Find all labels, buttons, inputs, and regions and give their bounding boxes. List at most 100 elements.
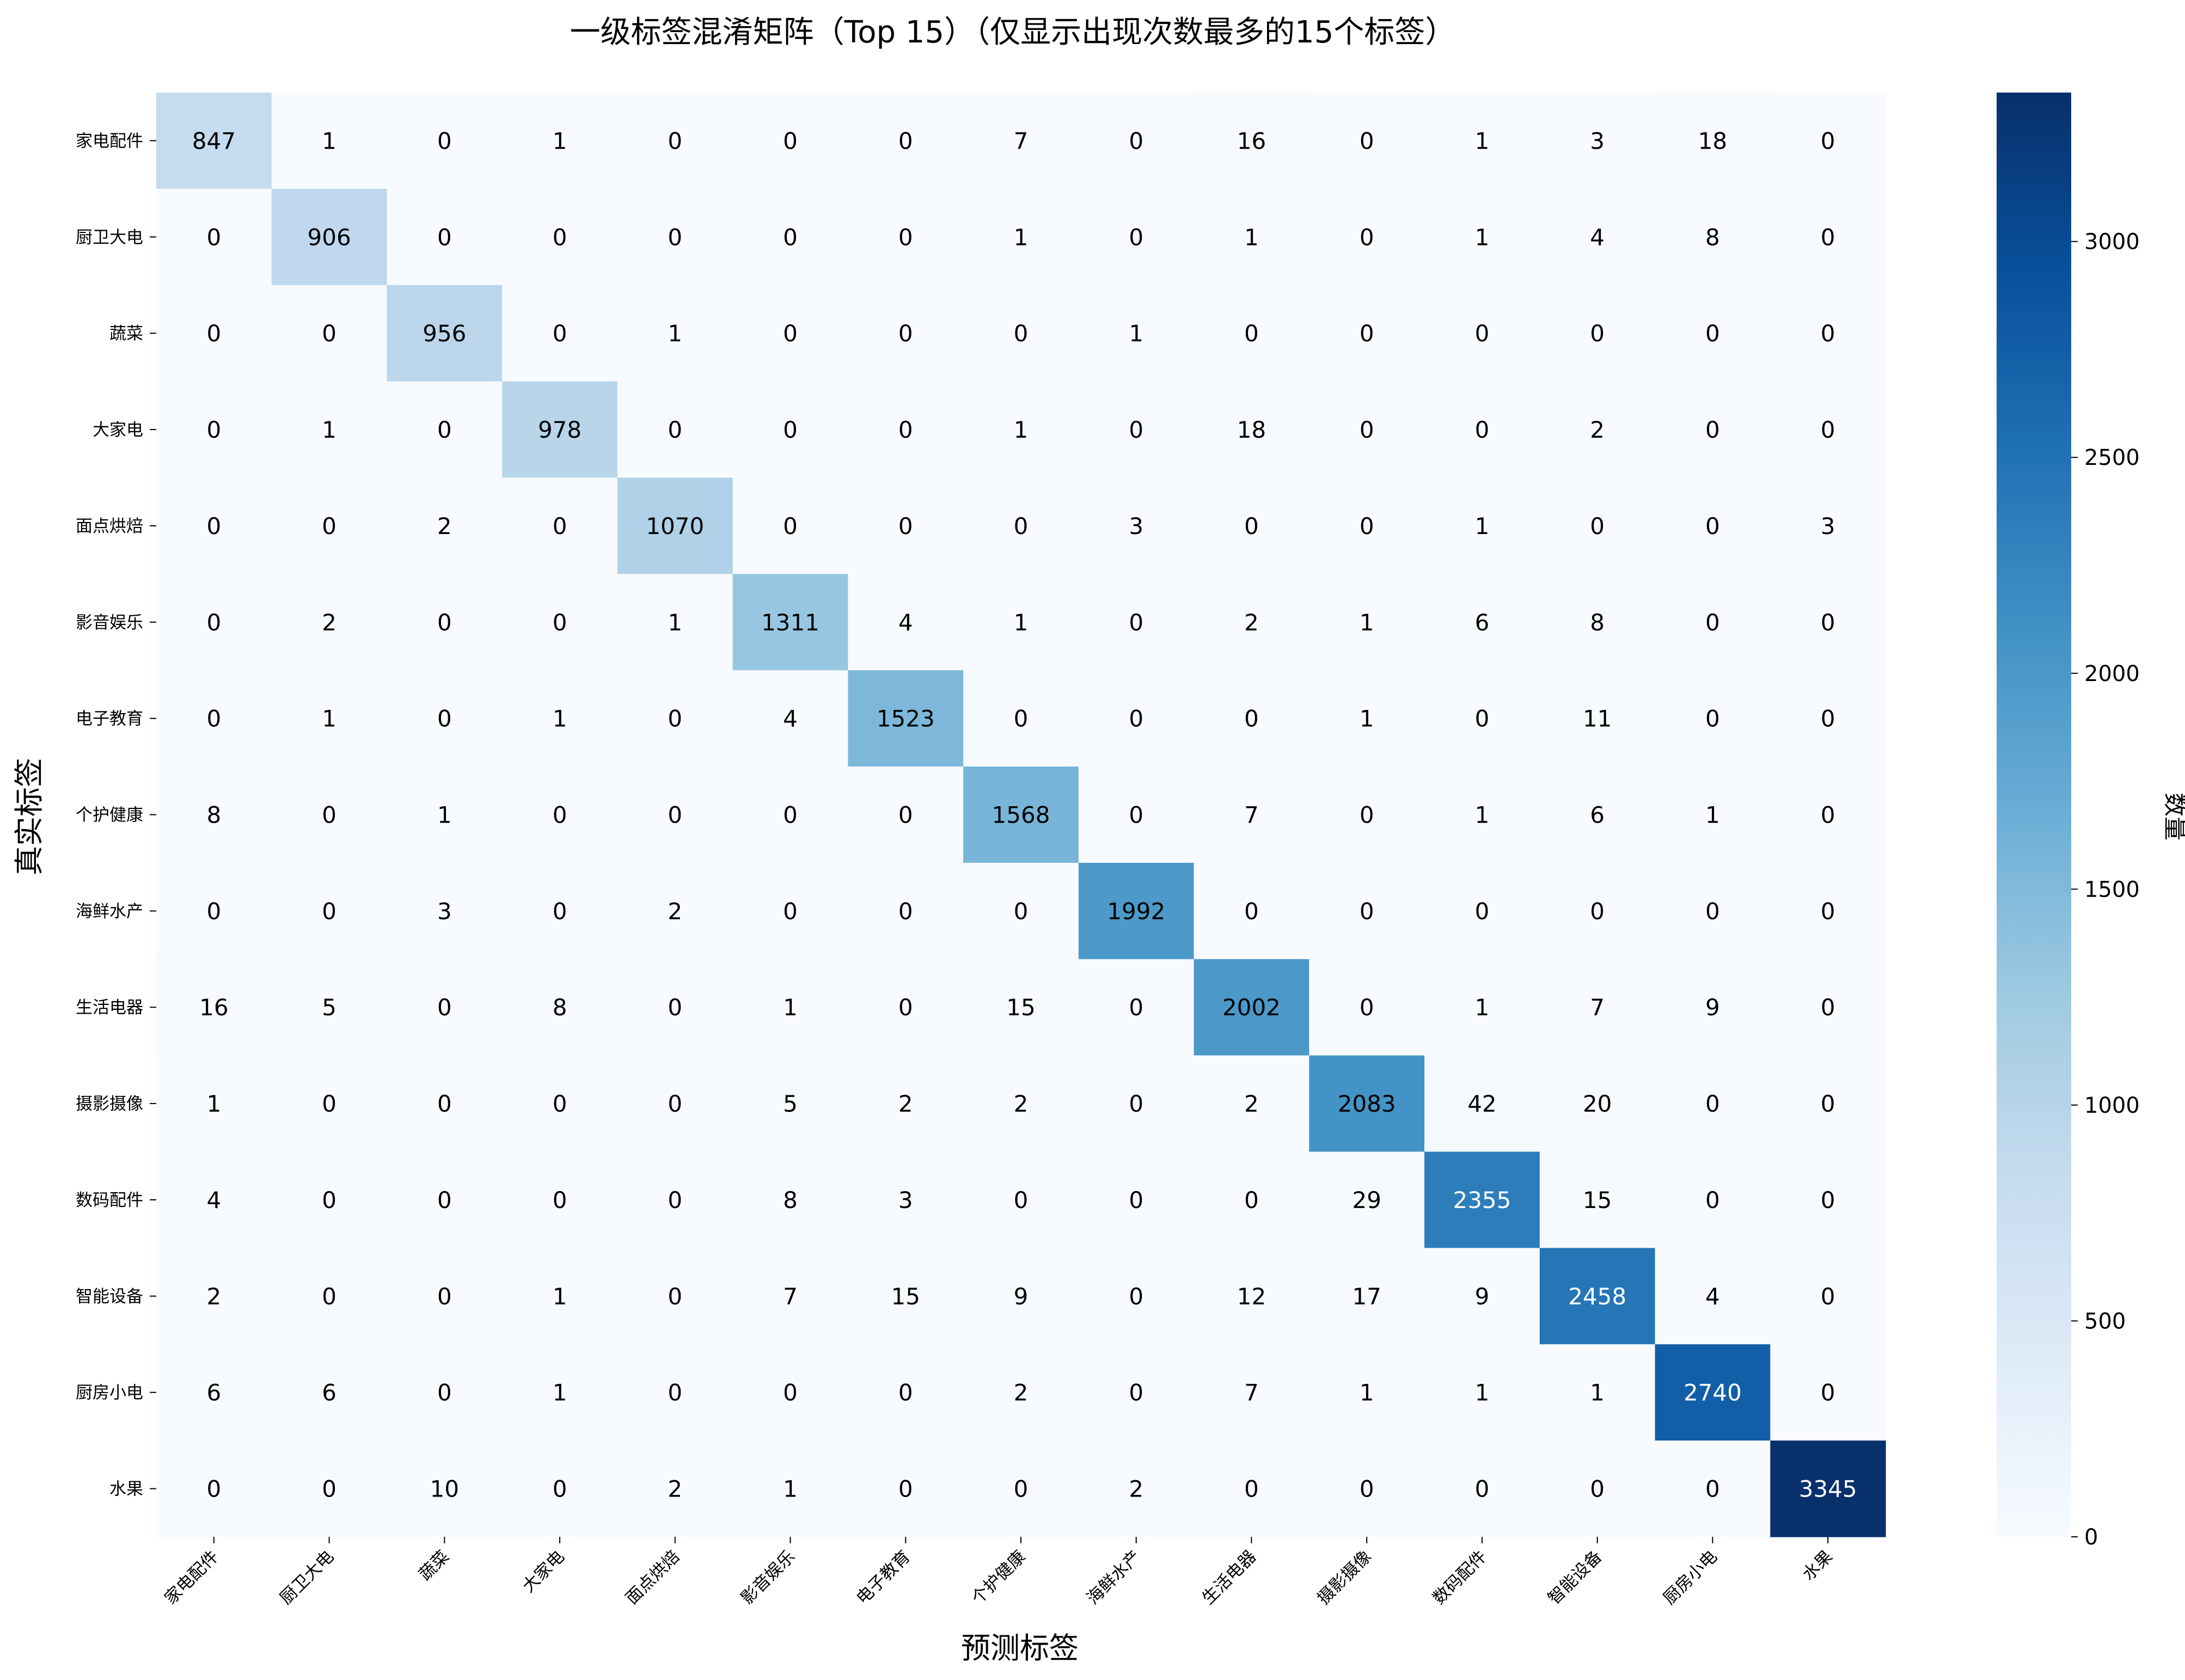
heatmap-cell (1424, 1344, 1540, 1441)
heatmap-cell (271, 188, 388, 286)
heatmap-cell (1655, 381, 1771, 479)
heatmap-cell (502, 1440, 618, 1537)
heatmap-cell (387, 862, 503, 960)
cell-value-label: 0 (1360, 416, 1374, 443)
heatmap-cell (848, 1440, 964, 1537)
y-tick-label: 智能设备 (76, 1287, 143, 1307)
cell-value-label: 5 (783, 1090, 798, 1117)
cell-value-label: 2355 (1453, 1187, 1511, 1213)
cell-value-label: 18 (1237, 416, 1266, 443)
heatmap-cell (963, 767, 1079, 863)
heatmap-cell (156, 862, 272, 960)
heatmap-cell (963, 574, 1079, 671)
cell-value-label: 2002 (1222, 994, 1281, 1021)
x-tick-labels: 家电配件 厨卫大电 蔬菜 大家电 面点烘焙 影音娱乐 电子教育 个护健康 海鲜水产 生活电器 摄影摄… (161, 1537, 1837, 1608)
heatmap-cell (1078, 285, 1195, 382)
cell-value-label: 0 (1129, 609, 1143, 636)
cell-value-label: 0 (322, 1476, 336, 1503)
cell-value-label: 0 (206, 609, 221, 636)
cell-value-label: 0 (1475, 1476, 1490, 1503)
heatmap-cell (271, 1055, 388, 1152)
cell-value-label: 42 (1467, 1090, 1496, 1117)
heatmap-cell (271, 477, 388, 574)
heatmap-cell (617, 188, 733, 286)
heatmap-cell (1194, 1344, 1309, 1441)
heatmap-cell (732, 477, 848, 574)
cell-value-label: 0 (206, 416, 221, 443)
y-tick-label: 厨卫大电 (76, 228, 143, 247)
cell-value-label: 0 (437, 609, 452, 636)
heatmap-cell (1539, 1055, 1656, 1152)
y-tick-label: 摄影摄像 (76, 1094, 143, 1114)
cell-value-label: 0 (437, 1379, 452, 1406)
cell-value-label: 1 (1129, 320, 1143, 347)
cell-value-label: 0 (1705, 513, 1720, 539)
heatmap-cell (1424, 670, 1540, 767)
cell-value-label: 0 (1360, 127, 1374, 154)
cell-value-label: 0 (553, 1476, 567, 1503)
colorbar-tick-label: 3000 (2084, 230, 2140, 255)
cell-value-label: 0 (1129, 994, 1143, 1021)
cell-value-label: 0 (322, 802, 336, 829)
cell-value-label: 0 (668, 1187, 682, 1213)
heatmap-cell (617, 1440, 733, 1537)
heatmap-cell (1194, 188, 1309, 286)
y-tick-label: 水果 (109, 1480, 143, 1499)
cell-value-label: 0 (783, 127, 798, 154)
heatmap-cell (848, 1055, 964, 1152)
cell-value-label: 0 (783, 513, 798, 539)
cell-value-label: 4 (783, 706, 798, 732)
cell-value-label: 0 (1129, 1283, 1143, 1310)
heatmap-cell (1309, 477, 1425, 574)
cell-value-label: 0 (1244, 513, 1259, 539)
heatmap-cell (1655, 862, 1771, 960)
heatmap-cell (387, 1055, 503, 1152)
heatmap-cell (1770, 1248, 1886, 1345)
heatmap-cell (387, 381, 503, 479)
cell-value-label: 1070 (646, 513, 704, 539)
cell-value-label: 0 (553, 802, 567, 829)
heatmap-cell (156, 93, 272, 189)
heatmap-cell (156, 959, 272, 1056)
cell-value-label: 0 (322, 320, 336, 347)
cell-value-label: 1 (322, 416, 336, 443)
cell-value-label: 3 (1129, 513, 1143, 539)
heatmap-cell (1770, 1151, 1886, 1248)
cell-value-label: 2 (1129, 1476, 1143, 1503)
heatmap-cell (1655, 1344, 1771, 1441)
cell-value-label: 0 (1360, 898, 1374, 924)
cell-value-label: 3 (437, 898, 452, 924)
cell-value-label: 29 (1352, 1187, 1381, 1213)
heatmap-cell (732, 670, 848, 767)
colorbar-tick-label: 2000 (2084, 661, 2140, 686)
heatmap-cell (387, 477, 503, 574)
heatmap-cell (502, 1344, 618, 1441)
heatmap-cell (617, 670, 733, 767)
heatmap-cell (1770, 959, 1886, 1056)
heatmap-cell (1424, 574, 1540, 671)
x-tick-label: 海鲜水产 (1083, 1547, 1144, 1608)
cell-value-label: 0 (898, 416, 913, 443)
cell-value-label: 0 (206, 898, 221, 924)
heatmap-cell (502, 381, 618, 479)
cell-value-label: 8 (1590, 609, 1605, 636)
cell-value-label: 1568 (992, 802, 1050, 829)
cell-value-label: 0 (1590, 320, 1605, 347)
heatmap-cell (1655, 670, 1771, 767)
cell-value-label: 0 (1129, 802, 1143, 829)
heatmap-cell (617, 862, 733, 960)
heatmap-cell (617, 1344, 733, 1441)
cell-value-label: 2 (668, 1476, 682, 1503)
heatmap-cell (617, 285, 733, 382)
cell-value-label: 0 (1244, 898, 1259, 924)
cell-value-label: 0 (322, 1283, 336, 1310)
cell-value-label: 0 (1475, 416, 1490, 443)
cell-value-label: 3345 (1799, 1476, 1857, 1503)
cell-value-label: 0 (1821, 320, 1835, 347)
cell-value-label: 0 (1129, 416, 1143, 443)
heatmap-cell (1078, 477, 1195, 574)
cell-value-label: 7 (1244, 802, 1259, 829)
cell-value-label: 0 (783, 320, 798, 347)
heatmap-cell (502, 574, 618, 671)
cell-value-label: 0 (1014, 1476, 1029, 1503)
